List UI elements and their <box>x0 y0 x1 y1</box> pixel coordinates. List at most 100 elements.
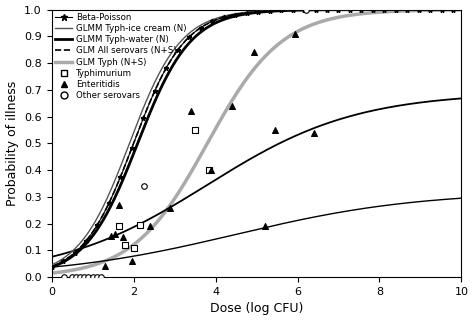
Other serovars <box>60 274 68 280</box>
GLM Typh (N+S) <box>376 10 382 14</box>
Enteritidis <box>111 232 119 237</box>
GLM Typh (N+S) <box>229 99 235 102</box>
Beta-Poisson <box>278 8 284 12</box>
GLMM Typh-ice cream (N) <box>330 8 336 12</box>
GLMM Typh-water (N) <box>215 20 220 24</box>
GLMM Typh-water (N) <box>368 8 374 12</box>
GLMM Typh-water (N) <box>330 8 336 12</box>
Legend: Beta-Poisson, GLMM Typh-ice cream (N), GLMM Typh-water (N), GLM All serovars (N+: Beta-Poisson, GLMM Typh-ice cream (N), G… <box>53 11 188 102</box>
Line: GLM All serovars (N+S): GLM All serovars (N+S) <box>52 10 462 267</box>
Other serovars <box>81 274 88 280</box>
GLMM Typh-ice cream (N) <box>368 8 374 12</box>
Typhimurium <box>115 224 123 229</box>
GLM All serovars (N+S) <box>215 17 220 21</box>
Beta-Poisson <box>416 8 422 12</box>
Beta-Poisson <box>232 13 238 16</box>
Beta-Poisson <box>60 259 66 263</box>
Other serovars <box>85 274 92 280</box>
GLMM Typh-ice cream (N) <box>376 8 382 12</box>
GLM All serovars (N+S) <box>229 13 235 17</box>
GLMM Typh-ice cream (N) <box>215 16 220 20</box>
Beta-Poisson <box>221 15 227 19</box>
Enteritidis <box>167 205 174 210</box>
Beta-Poisson <box>347 8 353 12</box>
GLM Typh (N+S) <box>49 271 55 275</box>
Other serovars <box>97 274 105 280</box>
Beta-Poisson <box>186 35 192 39</box>
Typhimurium <box>136 222 144 228</box>
Beta-Poisson <box>393 8 399 12</box>
GLM Typh (N+S) <box>368 11 374 15</box>
Typhimurium <box>121 242 129 247</box>
Enteritidis <box>310 130 318 135</box>
Other serovars <box>89 274 96 280</box>
Other serovars <box>302 7 310 12</box>
Beta-Poisson <box>210 20 215 23</box>
GLMM Typh-water (N) <box>91 233 96 237</box>
Enteritidis <box>115 202 123 207</box>
GLM All serovars (N+S) <box>459 8 465 12</box>
Typhimurium <box>206 168 213 173</box>
Beta-Poisson <box>83 239 89 243</box>
Beta-Poisson <box>336 8 341 12</box>
GLMM Typh-ice cream (N) <box>91 222 96 226</box>
Enteritidis <box>107 233 115 238</box>
GLM All serovars (N+S) <box>376 8 382 12</box>
Beta-Poisson <box>359 8 365 12</box>
Beta-Poisson <box>255 10 261 13</box>
Line: GLM Typh (N+S): GLM Typh (N+S) <box>52 10 462 273</box>
GLMM Typh-ice cream (N) <box>229 13 235 16</box>
Beta-Poisson <box>129 146 135 150</box>
GLM Typh (N+S) <box>330 16 336 20</box>
Beta-Poisson <box>450 8 456 12</box>
Beta-Poisson <box>175 48 181 52</box>
Beta-Poisson <box>198 26 204 30</box>
Beta-Poisson <box>301 8 307 12</box>
Y-axis label: Probability of illness: Probability of illness <box>6 81 18 206</box>
Other serovars <box>93 274 100 280</box>
Line: Beta-Poisson: Beta-Poisson <box>49 7 456 269</box>
Typhimurium <box>130 245 137 250</box>
Enteritidis <box>292 31 299 36</box>
Beta-Poisson <box>324 8 330 12</box>
Enteritidis <box>208 168 215 173</box>
Enteritidis <box>261 224 268 229</box>
Enteritidis <box>128 258 135 264</box>
GLMM Typh-ice cream (N) <box>459 8 465 12</box>
Line: GLMM Typh-water (N): GLMM Typh-water (N) <box>52 10 462 267</box>
Enteritidis <box>101 264 109 269</box>
Beta-Poisson <box>439 8 445 12</box>
Beta-Poisson <box>267 9 273 13</box>
Beta-Poisson <box>95 223 100 227</box>
Enteritidis <box>146 224 154 229</box>
Beta-Poisson <box>290 8 295 12</box>
GLM All serovars (N+S) <box>368 8 374 12</box>
Enteritidis <box>251 50 258 55</box>
Other serovars <box>68 274 76 280</box>
Beta-Poisson <box>164 66 169 70</box>
Beta-Poisson <box>141 116 146 120</box>
X-axis label: Dose (log CFU): Dose (log CFU) <box>210 302 303 316</box>
GLM Typh (N+S) <box>459 8 465 12</box>
Beta-Poisson <box>370 8 376 12</box>
Beta-Poisson <box>313 8 319 12</box>
Beta-Poisson <box>152 89 158 93</box>
Line: GLMM Typh-ice cream (N): GLMM Typh-ice cream (N) <box>52 10 462 265</box>
GLMM Typh-water (N) <box>49 265 55 269</box>
Other serovars <box>76 274 84 280</box>
Beta-Poisson <box>49 265 55 269</box>
Enteritidis <box>228 103 236 108</box>
Beta-Poisson <box>118 175 123 179</box>
GLMM Typh-water (N) <box>229 15 235 19</box>
Other serovars <box>73 274 80 280</box>
Enteritidis <box>187 109 195 114</box>
GLMM Typh-ice cream (N) <box>49 263 55 267</box>
Enteritidis <box>271 127 279 133</box>
GLM All serovars (N+S) <box>91 229 96 233</box>
Typhimurium <box>191 127 199 133</box>
Enteritidis <box>119 234 127 239</box>
Beta-Poisson <box>106 201 112 205</box>
GLM All serovars (N+S) <box>330 8 336 12</box>
Other serovars <box>140 184 147 189</box>
Beta-Poisson <box>72 251 77 255</box>
